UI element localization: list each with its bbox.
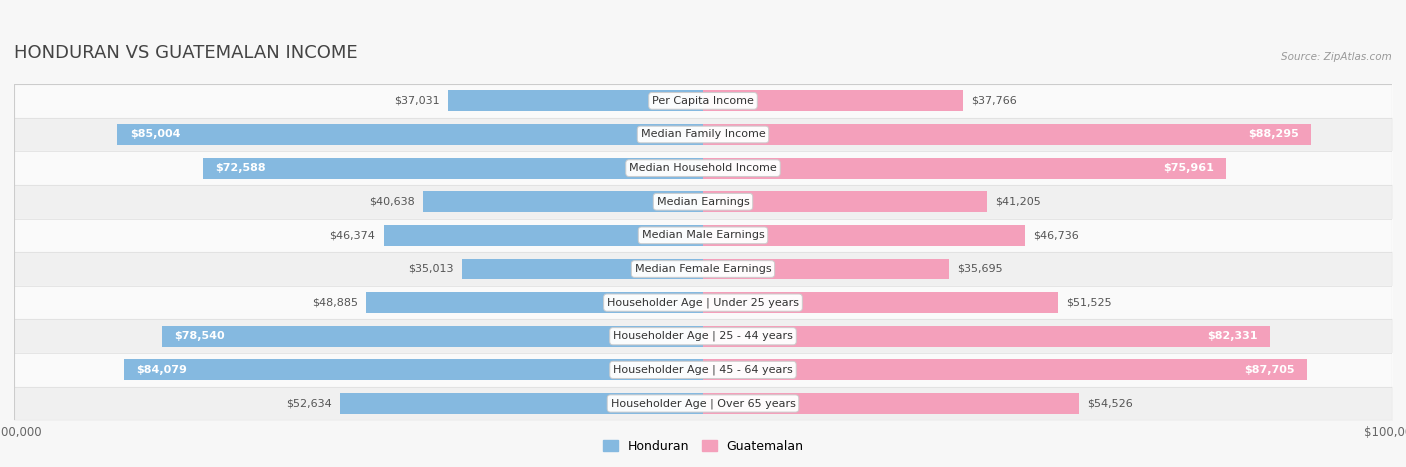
Text: $54,526: $54,526 bbox=[1087, 398, 1133, 409]
Text: Householder Age | Under 25 years: Householder Age | Under 25 years bbox=[607, 297, 799, 308]
Bar bbox=[703, 158, 1226, 178]
Text: $78,540: $78,540 bbox=[174, 331, 225, 341]
Bar bbox=[703, 393, 1078, 414]
Bar bbox=[117, 124, 703, 145]
Bar bbox=[366, 292, 703, 313]
Bar bbox=[162, 326, 703, 347]
Text: Median Household Income: Median Household Income bbox=[628, 163, 778, 173]
Text: $87,705: $87,705 bbox=[1244, 365, 1295, 375]
Text: $46,374: $46,374 bbox=[329, 230, 375, 241]
Text: $37,031: $37,031 bbox=[394, 96, 440, 106]
Text: $72,588: $72,588 bbox=[215, 163, 266, 173]
Text: $51,525: $51,525 bbox=[1066, 297, 1112, 308]
Text: $48,885: $48,885 bbox=[312, 297, 359, 308]
Text: HONDURAN VS GUATEMALAN INCOME: HONDURAN VS GUATEMALAN INCOME bbox=[14, 44, 357, 62]
Text: $35,695: $35,695 bbox=[957, 264, 1002, 274]
Bar bbox=[340, 393, 703, 414]
Bar bbox=[703, 326, 1270, 347]
Text: $75,961: $75,961 bbox=[1163, 163, 1213, 173]
Text: Median Family Income: Median Family Income bbox=[641, 129, 765, 140]
Text: $35,013: $35,013 bbox=[408, 264, 454, 274]
Bar bbox=[124, 360, 703, 380]
Text: Per Capita Income: Per Capita Income bbox=[652, 96, 754, 106]
Text: Householder Age | Over 65 years: Householder Age | Over 65 years bbox=[610, 398, 796, 409]
Text: $82,331: $82,331 bbox=[1208, 331, 1258, 341]
Bar bbox=[703, 91, 963, 111]
Bar bbox=[423, 191, 703, 212]
Text: $37,766: $37,766 bbox=[972, 96, 1017, 106]
Text: Median Earnings: Median Earnings bbox=[657, 197, 749, 207]
Text: Householder Age | 25 - 44 years: Householder Age | 25 - 44 years bbox=[613, 331, 793, 341]
Text: $85,004: $85,004 bbox=[129, 129, 180, 140]
Bar bbox=[703, 191, 987, 212]
Text: $41,205: $41,205 bbox=[995, 197, 1040, 207]
Text: Median Female Earnings: Median Female Earnings bbox=[634, 264, 772, 274]
Text: $84,079: $84,079 bbox=[136, 365, 187, 375]
Text: Householder Age | 45 - 64 years: Householder Age | 45 - 64 years bbox=[613, 365, 793, 375]
Bar bbox=[703, 259, 949, 279]
Text: Source: ZipAtlas.com: Source: ZipAtlas.com bbox=[1281, 52, 1392, 62]
Legend: Honduran, Guatemalan: Honduran, Guatemalan bbox=[598, 435, 808, 458]
Bar bbox=[703, 360, 1308, 380]
Bar bbox=[461, 259, 703, 279]
Text: $52,634: $52,634 bbox=[287, 398, 332, 409]
Bar bbox=[202, 158, 703, 178]
Text: Median Male Earnings: Median Male Earnings bbox=[641, 230, 765, 241]
Text: $88,295: $88,295 bbox=[1249, 129, 1299, 140]
Bar bbox=[703, 292, 1057, 313]
Bar bbox=[384, 225, 703, 246]
Text: $46,736: $46,736 bbox=[1033, 230, 1078, 241]
Bar bbox=[703, 225, 1025, 246]
Bar bbox=[703, 124, 1312, 145]
Text: $40,638: $40,638 bbox=[368, 197, 415, 207]
Bar bbox=[449, 91, 703, 111]
